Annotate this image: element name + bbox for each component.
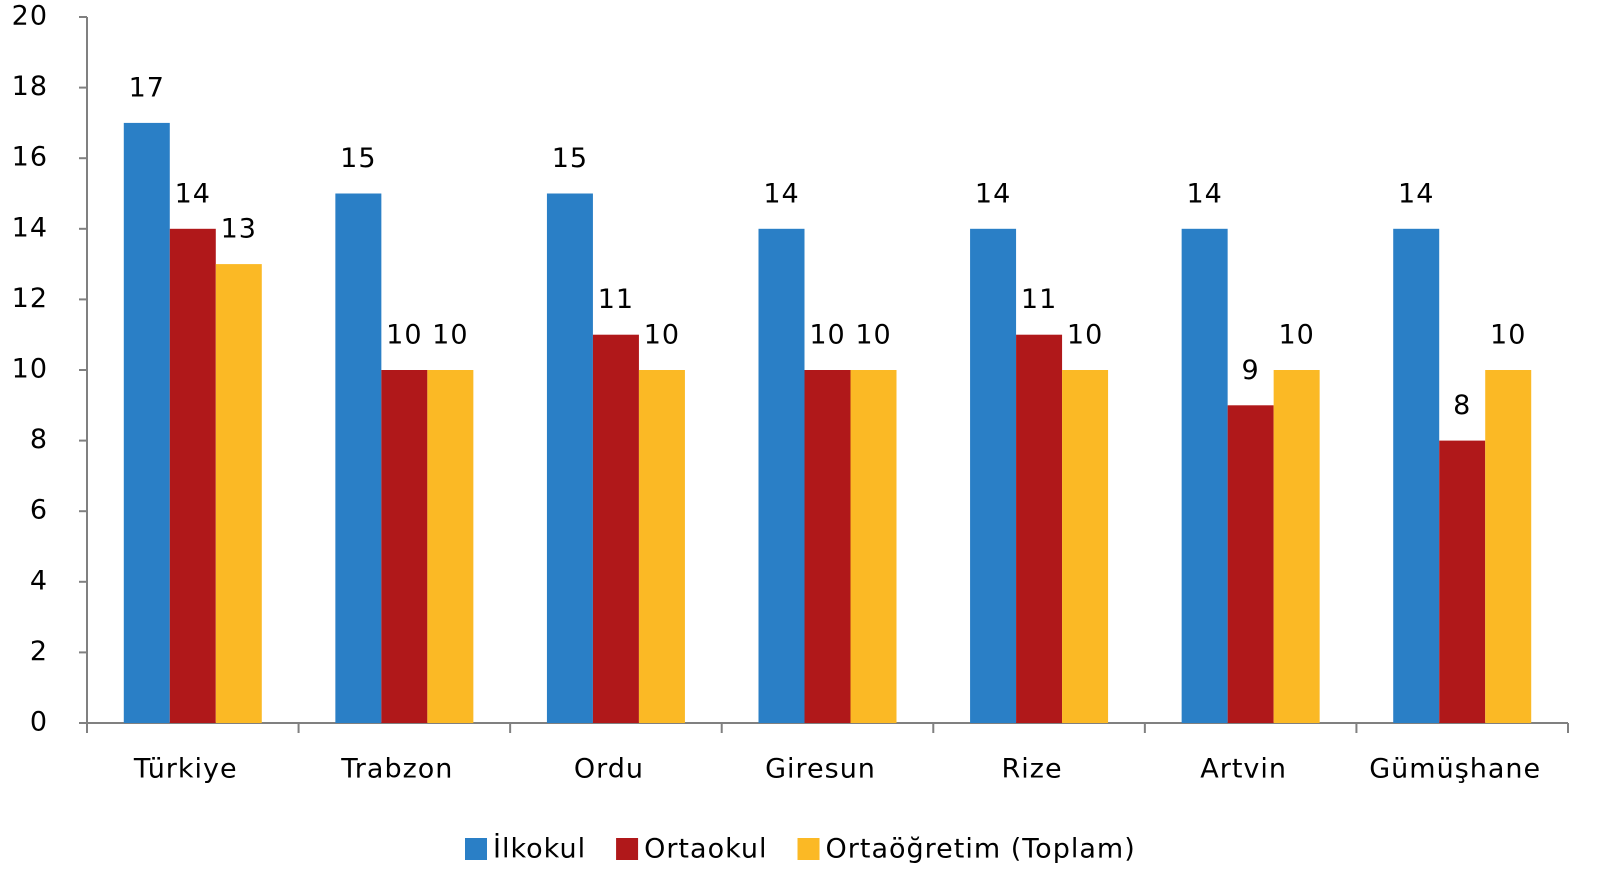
bar (638, 370, 685, 723)
bar (1181, 228, 1228, 724)
data-label: 14 (1398, 178, 1434, 209)
bar (592, 334, 639, 723)
data-label: 10 (432, 320, 468, 351)
data-label: 14 (1186, 178, 1222, 209)
legend-label: İlkokul (493, 833, 586, 865)
legend-swatch (616, 838, 639, 860)
data-label: 15 (552, 143, 588, 174)
x-tick-label: Trabzon (340, 754, 453, 785)
bar (1016, 334, 1063, 723)
data-label: 10 (855, 320, 891, 351)
y-tick-label: 16 (12, 142, 48, 173)
y-tick-label: 20 (12, 1, 48, 32)
data-label: 14 (175, 178, 211, 209)
legend-label: Ortaöğretim (Toplam) (826, 834, 1136, 865)
bar (381, 370, 428, 723)
data-label: 14 (975, 178, 1011, 209)
bar (970, 228, 1017, 724)
data-label: 10 (1490, 320, 1526, 351)
data-label: 11 (598, 284, 634, 315)
y-tick-label: 4 (30, 565, 48, 596)
legend-label: Ortaokul (644, 834, 767, 865)
data-label: 8 (1453, 390, 1471, 421)
bar (123, 122, 170, 723)
y-tick-label: 10 (12, 354, 48, 385)
data-label: 15 (340, 143, 376, 174)
data-label: 14 (763, 178, 799, 209)
bar (1273, 370, 1320, 723)
x-tick-label: Giresun (765, 754, 876, 785)
data-label: 10 (1067, 320, 1103, 351)
bar (1393, 228, 1440, 724)
legend-swatch (797, 838, 820, 860)
data-label: 10 (809, 320, 845, 351)
bar (427, 370, 474, 723)
x-tick-label: Gümüşhane (1369, 754, 1541, 785)
data-label: 9 (1242, 355, 1260, 386)
x-tick-label: Rize (1002, 754, 1063, 785)
y-tick-label: 18 (12, 71, 48, 102)
bar (335, 193, 382, 723)
bar (169, 228, 216, 724)
bar (1485, 370, 1532, 723)
y-tick-label: 6 (30, 495, 48, 526)
data-label: 11 (1021, 284, 1057, 315)
data-label: 10 (644, 320, 680, 351)
y-tick-label: 0 (30, 707, 48, 738)
y-tick-label: 12 (12, 283, 48, 314)
data-label: 10 (386, 320, 422, 351)
data-label: 13 (221, 214, 257, 245)
x-tick-label: Artvin (1200, 754, 1287, 785)
legend-swatch (465, 838, 487, 860)
bar (215, 264, 262, 723)
bar (1062, 370, 1109, 723)
bar (804, 370, 851, 723)
x-tick-label: Ordu (574, 754, 644, 785)
bar (546, 193, 593, 723)
y-tick-label: 8 (30, 424, 48, 455)
y-tick-label: 14 (12, 212, 48, 243)
bar (758, 228, 805, 724)
x-tick-label: Türkiye (133, 754, 238, 785)
bar (1227, 405, 1274, 723)
data-label: 17 (129, 72, 165, 103)
data-label: 10 (1278, 320, 1314, 351)
bar (1439, 440, 1486, 723)
bar (850, 370, 897, 723)
y-tick-label: 2 (30, 636, 48, 667)
